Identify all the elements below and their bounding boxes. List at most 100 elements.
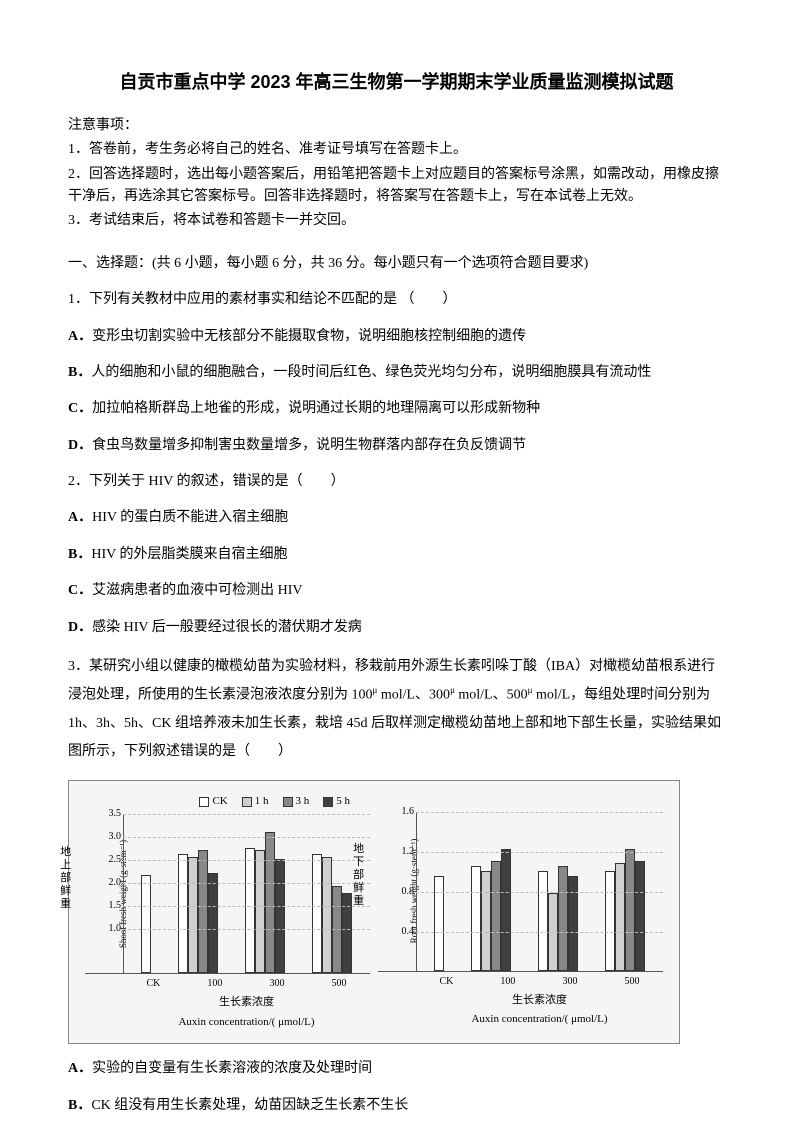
bar [141,875,151,973]
q3-optB-text: CK 组没有用生长素处理，幼苗因缺乏生长素不生长 [91,1098,408,1113]
legend-item: 1 h [242,793,269,811]
page-title: 自贡市重点中学 2023 年高三生物第一学期期末学业质量监测模拟试题 [68,68,725,97]
bar [245,848,255,974]
q3-option-a: A．实验的自变量有生长素溶液的浓度及处理时间 [68,1058,725,1080]
chart1-x-labels: CK 100 300 500 [123,976,370,992]
q1-option-d: D．食虫鸟数量增多抑制害虫数量增多，说明生物群落内部存在负反馈调节 [68,435,725,457]
q2-option-b: B．HIV 的外层脂类膜来自宿主细胞 [68,544,725,566]
gridline [123,929,370,930]
bar [322,857,332,974]
y-tick: 1.6 [392,804,414,820]
gridline [416,932,663,933]
q2-option-a: A．HIV 的蛋白质不能进入宿主细胞 [68,507,725,529]
chart2-ytitle-cn: 地下部鲜重 [348,843,366,908]
y-tick: 1.2 [392,844,414,860]
q2-option-c: C．艾滋病患者的血液中可检测出 HIV [68,580,725,602]
y-tick: 2.0 [99,875,121,891]
chart1-xtitle-en: Auxin concentration/( μmol/L) [123,1014,370,1032]
bar [615,863,625,971]
x-label: CK [147,976,161,992]
gridline [123,860,370,861]
charts-container: CK 1 h 3 h 5 h 地上部鲜重 Shoot fresh weight (g·… [68,780,680,1045]
q2-option-d: D．感染 HIV 后一般要经过很长的潜伏期才发病 [68,617,725,639]
legend-label: CK [212,793,227,811]
legend-item: CK [199,793,227,811]
x-label: 300 [562,974,577,990]
chart-shoot: CK 1 h 3 h 5 h 地上部鲜重 Shoot fresh weight (g·… [85,793,370,1032]
bar [265,832,275,974]
notice-line-2: 2．回答选择题时，选出每小题答案后，用铅笔把答题卡上对应题目的答案标号涂黑，如需… [68,164,725,209]
gridline [123,814,370,815]
q1-optB-text: 人的细胞和小鼠的细胞融合，一段时间后红色、绿色荧光均匀分布，说明细胞膜具有流动性 [91,365,651,380]
y-tick: 1.0 [99,921,121,937]
x-label: CK [440,974,454,990]
bar [312,854,322,973]
bar-group [312,854,352,973]
bar [568,876,578,971]
bar [471,866,481,971]
legend-label: 3 h [296,793,310,811]
legend-swatch [283,797,293,807]
legend-item: 5 h [323,793,350,811]
x-label: 100 [207,976,222,992]
q1-optD-text: 食虫鸟数量增多抑制害虫数量增多，说明生物群落内部存在负反馈调节 [92,438,526,453]
q2-optC-text: 艾滋病患者的血液中可检测出 HIV [92,583,302,598]
y-tick: 3.5 [99,806,121,822]
legend-label: 5 h [336,793,350,811]
question-3: 3．某研究小组以健康的橄榄幼苗为实验材料，移栽前用外源生长素吲哚丁酸（IBA）对… [68,653,725,1117]
q2-optD-text: 感染 HIV 后一般要经过很长的潜伏期才发病 [92,620,362,635]
chart1-xtitle-cn: 生长素浓度 [123,994,370,1012]
chart2-x-labels: CK 100 300 500 [416,974,663,990]
bar [275,859,285,973]
bar-group [605,849,645,971]
chart1-plot: 地上部鲜重 Shoot fresh weight (g·stem⁻¹) 3.53… [85,814,370,974]
gridline [416,852,663,853]
q2-stem: 2．下列关于 HIV 的叙述，错误的是（ ） [68,471,725,493]
bar [625,849,635,971]
bar [208,873,218,974]
bar [198,850,208,973]
q1-option-b: B．人的细胞和小鼠的细胞融合，一段时间后红色、绿色荧光均匀分布，说明细胞膜具有流… [68,362,725,384]
legend-swatch [323,797,333,807]
bar [434,876,444,971]
x-label: 300 [269,976,284,992]
y-tick: 0.4 [392,924,414,940]
bar [635,861,645,971]
bar [558,866,568,971]
notice-section: 注意事项： 1．答卷前，考生务必将自己的姓名、准考证号填写在答题卡上。 2．回答… [68,115,725,233]
notice-header: 注意事项： [68,115,725,137]
chart-root: 地下部鲜重 Root fresh weight (g·stem⁻¹) 1.61.… [378,793,663,1032]
q1-stem: 1．下列有关教材中应用的素材事实和结论不匹配的是 （ ） [68,289,725,311]
section-1-header: 一、选择题：(共 6 小题，每小题 6 分，共 36 分。每小题只有一个选项符合… [68,253,725,275]
bar-group [538,866,578,971]
q2-optA-text: HIV 的蛋白质不能进入宿主细胞 [92,510,288,525]
x-label: 500 [624,974,639,990]
chart-legend: CK 1 h 3 h 5 h [85,793,370,811]
x-label: 500 [331,976,346,992]
bar [188,857,198,974]
gridline [123,837,370,838]
q1-optA-text: 变形虫切割实验中无核部分不能摄取食物，说明细胞核控制细胞的遗传 [92,329,526,344]
bar [605,871,615,971]
legend-item: 3 h [283,793,310,811]
y-tick: 3.0 [99,829,121,845]
bar-group [471,849,511,971]
q3-option-b: B．CK 组没有用生长素处理，幼苗因缺乏生长素不生长 [68,1095,725,1117]
y-tick: 0.8 [392,884,414,900]
question-1: 1．下列有关教材中应用的素材事实和结论不匹配的是 （ ） A．变形虫切割实验中无… [68,289,725,457]
gridline [416,892,663,893]
bar [481,871,491,971]
bar [538,871,548,971]
y-tick: 1.5 [99,898,121,914]
q1-option-a: A．变形虫切割实验中无核部分不能摄取食物，说明细胞核控制细胞的遗传 [68,326,725,348]
q1-option-c: C．加拉帕格斯群岛上地雀的形成，说明通过长期的地理隔离可以形成新物种 [68,398,725,420]
bar [178,854,188,973]
chart1-ytitle-cn: 地上部鲜重 [55,845,73,910]
x-label: 100 [500,974,515,990]
bar [332,886,342,973]
question-2: 2．下列关于 HIV 的叙述，错误的是（ ） A．HIV 的蛋白质不能进入宿主细… [68,471,725,639]
q1-optC-text: 加拉帕格斯群岛上地雀的形成，说明通过长期的地理隔离可以形成新物种 [92,401,540,416]
chart2-xtitle-en: Auxin concentration/( μmol/L) [416,1011,663,1029]
notice-line-1: 1．答卷前，考生务必将自己的姓名、准考证号填写在答题卡上。 [68,139,725,161]
bar-group [141,875,151,973]
